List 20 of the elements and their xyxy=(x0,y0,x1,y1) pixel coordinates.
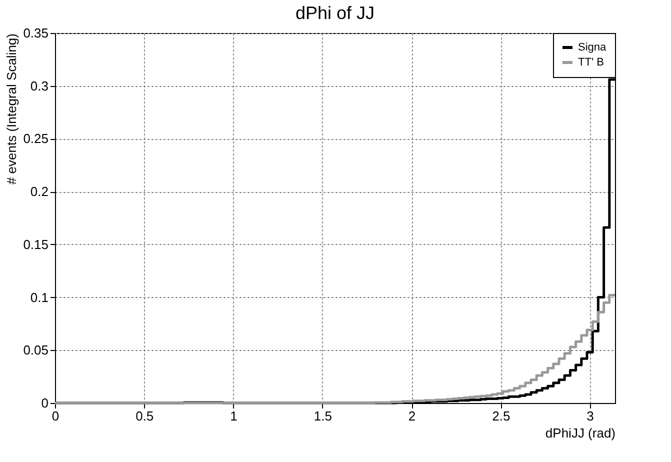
x-tick-label: 1.5 xyxy=(314,408,332,424)
y-tick-label: 0.1 xyxy=(30,290,48,305)
y-axis-title: # events (Integral Scaling) xyxy=(4,34,20,185)
x-tick-label: 0 xyxy=(52,408,60,424)
y-tick-label: 0.25 xyxy=(23,131,48,146)
x-tick-label: 2.5 xyxy=(492,408,510,424)
y-tick-label: 0.35 xyxy=(23,26,48,40)
legend-label: TT' B xyxy=(578,56,604,68)
x-tick-label: 2 xyxy=(408,408,416,424)
x-axis-title: dPhiJJ (rad) xyxy=(545,426,616,440)
y-tick-label: 0.3 xyxy=(30,78,48,94)
y-tick-label: 0.05 xyxy=(23,342,48,358)
x-tick-label: 3 xyxy=(586,408,594,424)
y-tick-label: 0.2 xyxy=(30,184,48,200)
y-tick-label: 0.15 xyxy=(23,236,48,252)
x-tick-label: 1 xyxy=(230,408,238,424)
x-tick-label: 0.5 xyxy=(136,408,154,424)
chart-title: dPhi of JJ xyxy=(295,3,375,23)
y-tick-label: 0 xyxy=(41,396,48,410)
legend-label: Signa xyxy=(578,42,608,54)
